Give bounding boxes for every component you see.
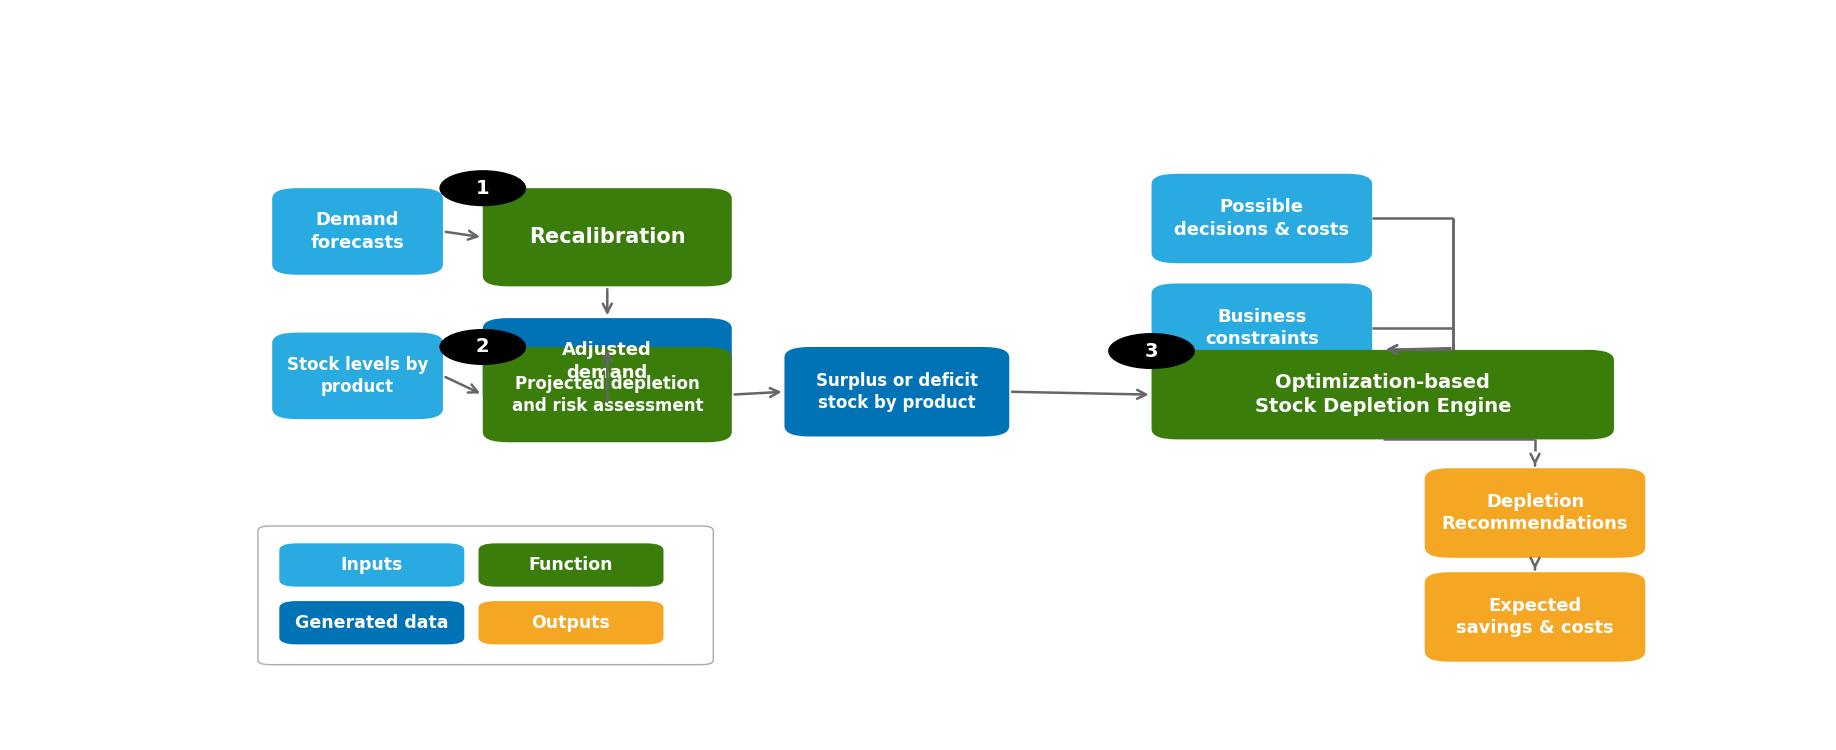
Text: 1: 1: [476, 178, 490, 198]
FancyBboxPatch shape: [1425, 468, 1645, 558]
FancyBboxPatch shape: [479, 543, 663, 586]
FancyBboxPatch shape: [272, 188, 442, 274]
FancyBboxPatch shape: [1151, 174, 1371, 263]
Text: Projected depletion
and risk assessment: Projected depletion and risk assessment: [512, 374, 703, 415]
Text: Outputs: Outputs: [532, 614, 610, 632]
Text: Optimization-based
Stock Depletion Engine: Optimization-based Stock Depletion Engin…: [1254, 374, 1511, 416]
Text: 2: 2: [476, 338, 490, 356]
FancyBboxPatch shape: [1151, 284, 1371, 373]
Text: Demand
forecasts: Demand forecasts: [310, 211, 404, 251]
FancyBboxPatch shape: [483, 347, 733, 442]
Text: Expected
savings & costs: Expected savings & costs: [1456, 597, 1614, 637]
FancyBboxPatch shape: [279, 601, 465, 644]
FancyBboxPatch shape: [1151, 350, 1614, 439]
Text: Business
constraints: Business constraints: [1204, 308, 1318, 348]
FancyBboxPatch shape: [479, 601, 663, 644]
Text: Depletion
Recommendations: Depletion Recommendations: [1441, 493, 1629, 533]
Text: Surplus or deficit
stock by product: Surplus or deficit stock by product: [815, 372, 979, 412]
Text: 3: 3: [1146, 341, 1159, 361]
Text: Function: Function: [529, 556, 613, 574]
FancyBboxPatch shape: [483, 188, 733, 286]
Text: Adjusted
demand: Adjusted demand: [562, 341, 652, 382]
Circle shape: [441, 330, 525, 364]
Text: Recalibration: Recalibration: [529, 227, 685, 248]
FancyBboxPatch shape: [1425, 572, 1645, 662]
Text: Generated data: Generated data: [296, 614, 448, 632]
FancyBboxPatch shape: [784, 347, 1010, 436]
Text: Possible
decisions & costs: Possible decisions & costs: [1175, 199, 1349, 238]
FancyBboxPatch shape: [259, 526, 714, 664]
Text: Stock levels by
product: Stock levels by product: [286, 356, 428, 396]
FancyBboxPatch shape: [279, 543, 465, 586]
FancyBboxPatch shape: [483, 318, 733, 405]
Text: Inputs: Inputs: [341, 556, 402, 574]
Circle shape: [1109, 334, 1193, 368]
FancyBboxPatch shape: [272, 332, 442, 419]
Circle shape: [441, 171, 525, 206]
